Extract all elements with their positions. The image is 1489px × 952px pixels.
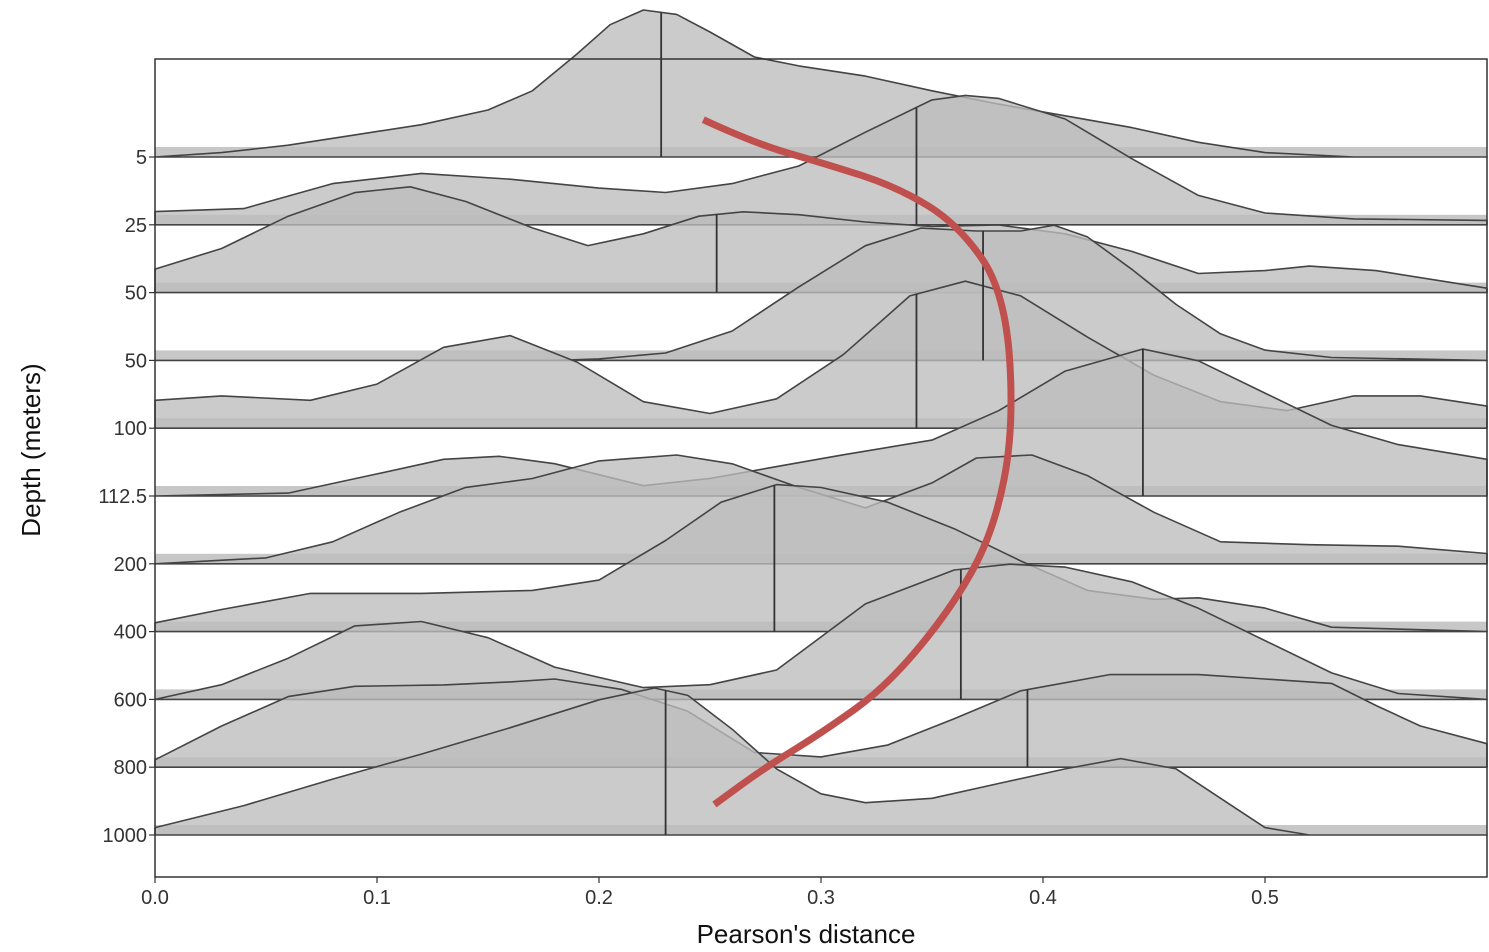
ridge-layer — [154, 9, 1488, 836]
y-axis-ticks: 5 25 50 50 100 112.5 200 400 600 800 1000 — [98, 147, 155, 847]
x-tick-label-0: 0.0 — [141, 887, 169, 909]
y-tick-label-1: 25 — [125, 215, 147, 237]
density-ridge-7 — [154, 483, 1488, 633]
y-tick-label-6: 200 — [114, 554, 147, 576]
y-tick-label-10: 1000 — [103, 825, 148, 847]
x-axis-ticks: 0.0 0.1 0.2 0.3 0.4 0.5 — [141, 877, 1279, 909]
x-tick-label-3: 0.3 — [807, 887, 835, 909]
y-axis-title: Depth (meters) — [16, 363, 46, 536]
x-tick-label-4: 0.4 — [1029, 887, 1057, 909]
density-ridge-3 — [154, 224, 1488, 362]
x-tick-label-1: 0.1 — [363, 887, 391, 909]
x-axis-title: Pearson's distance — [697, 919, 916, 949]
x-tick-label-5: 0.5 — [1251, 887, 1279, 909]
density-ridge-5 — [154, 348, 1488, 497]
y-tick-label-3: 50 — [125, 350, 147, 372]
y-tick-label-9: 800 — [114, 757, 147, 779]
y-tick-label-0: 5 — [136, 147, 147, 169]
median-layer — [660, 12, 1144, 835]
density-ridge-0 — [154, 9, 1488, 158]
y-tick-label-7: 400 — [114, 622, 147, 644]
density-ridge-8 — [154, 563, 1488, 701]
y-tick-label-2: 50 — [125, 283, 147, 305]
density-ridge-2 — [154, 186, 1488, 294]
y-tick-label-4: 100 — [114, 418, 147, 440]
trend-layer — [701, 116, 1015, 808]
y-tick-label-5: 112.5 — [98, 486, 147, 508]
x-tick-label-2: 0.2 — [585, 887, 613, 909]
y-tick-label-8: 600 — [114, 689, 147, 711]
density-ridge-10 — [154, 687, 1488, 836]
trend-curve — [701, 116, 1015, 808]
